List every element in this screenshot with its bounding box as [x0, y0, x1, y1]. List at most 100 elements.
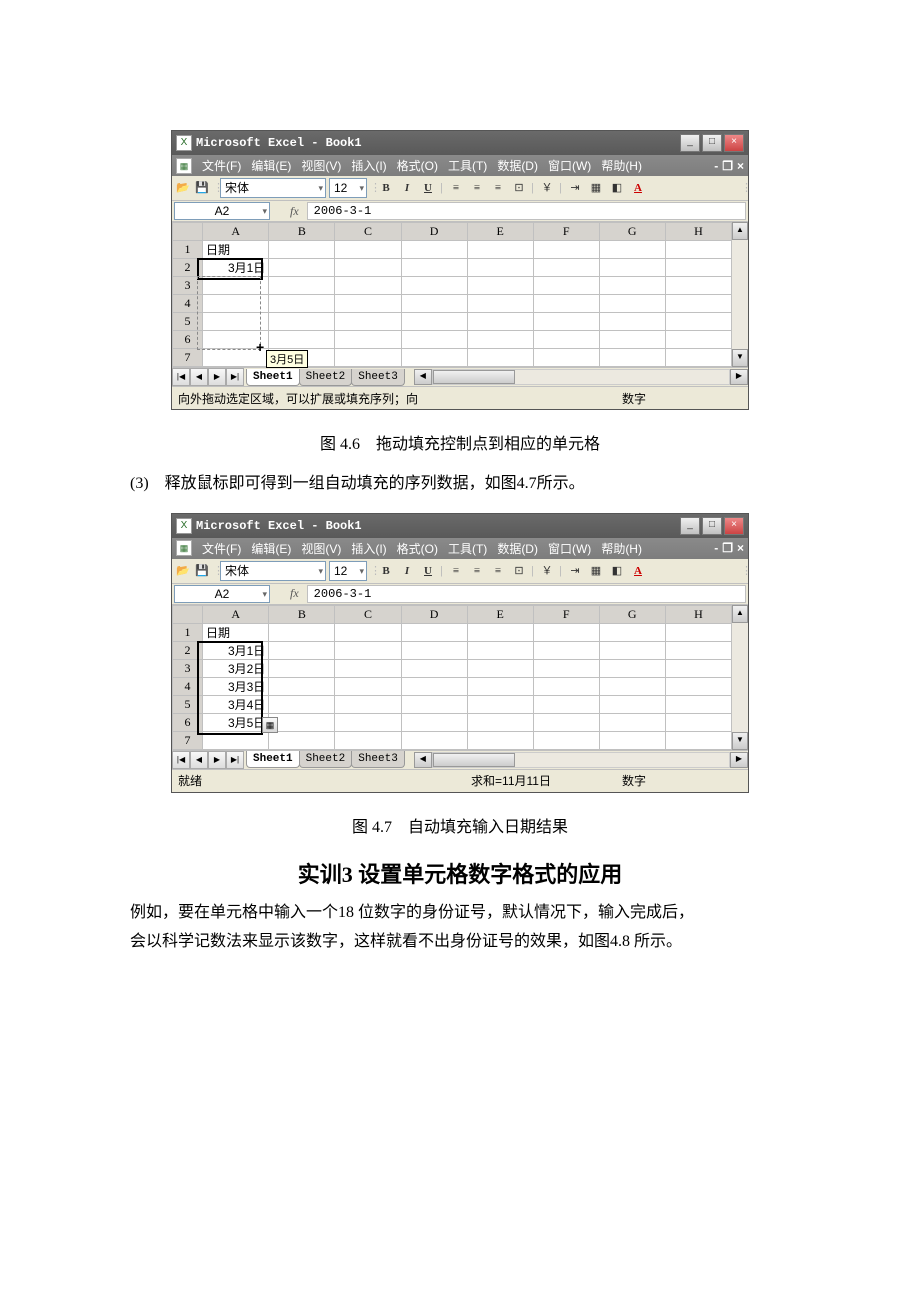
align-center-icon[interactable]: ≡: [468, 562, 486, 580]
minimize-button[interactable]: _: [680, 134, 700, 152]
sheet-tab-1[interactable]: Sheet1: [246, 751, 300, 768]
menu-tools[interactable]: 工具(T): [448, 540, 487, 557]
row-header[interactable]: 6: [173, 713, 203, 731]
save-icon[interactable]: 💾: [194, 562, 210, 580]
name-box[interactable]: A2: [174, 585, 270, 603]
menu-insert[interactable]: 插入(I): [351, 157, 386, 174]
currency-icon[interactable]: ￥: [538, 562, 556, 580]
col-header-A[interactable]: A: [203, 223, 269, 241]
font-color-icon[interactable]: A: [629, 562, 647, 580]
menu-tools[interactable]: 工具(T): [448, 157, 487, 174]
scroll-down-icon[interactable]: ▼: [732, 732, 748, 750]
menu-view[interactable]: 视图(V): [301, 157, 341, 174]
col-header-F[interactable]: F: [533, 223, 599, 241]
merge-center-icon[interactable]: ⊡: [510, 562, 528, 580]
row-header[interactable]: 7: [173, 731, 203, 749]
sheet-tab-2[interactable]: Sheet2: [299, 751, 353, 768]
open-icon[interactable]: 📂: [175, 562, 191, 580]
tab-next-icon[interactable]: ▶: [208, 751, 226, 769]
save-icon[interactable]: 💾: [194, 179, 210, 197]
align-left-icon[interactable]: ≡: [447, 562, 465, 580]
maximize-button[interactable]: □: [702, 517, 722, 535]
scroll-up-icon[interactable]: ▲: [732, 605, 748, 623]
font-name-selector[interactable]: 宋体: [220, 178, 326, 198]
align-right-icon[interactable]: ≡: [489, 562, 507, 580]
row-header[interactable]: 5: [173, 695, 203, 713]
tab-last-icon[interactable]: ▶|: [226, 368, 244, 386]
col-header-G[interactable]: G: [599, 223, 665, 241]
horizontal-scrollbar[interactable]: ◀ ▶: [414, 369, 748, 385]
tab-prev-icon[interactable]: ◀: [190, 368, 208, 386]
row-header[interactable]: 2: [173, 641, 203, 659]
formula-bar[interactable]: 2006-3-1: [307, 202, 746, 220]
tab-next-icon[interactable]: ▶: [208, 368, 226, 386]
col-header-D[interactable]: D: [401, 223, 467, 241]
menu-file[interactable]: 文件(F): [202, 157, 241, 174]
scroll-track[interactable]: [732, 623, 748, 732]
col-header-E[interactable]: E: [467, 605, 533, 623]
open-icon[interactable]: 📂: [175, 179, 191, 197]
bold-button[interactable]: B: [377, 179, 395, 197]
row-header[interactable]: 7: [173, 349, 203, 367]
currency-icon[interactable]: ￥: [538, 179, 556, 197]
col-header-C[interactable]: C: [335, 605, 401, 623]
fill-color-icon[interactable]: ◧: [608, 179, 626, 197]
cell-A4[interactable]: 3月3日: [203, 677, 269, 695]
font-size-selector[interactable]: 12: [329, 561, 367, 581]
hscroll-thumb[interactable]: [433, 753, 515, 767]
name-box[interactable]: A2: [174, 202, 270, 220]
menu-edit[interactable]: 编辑(E): [251, 540, 291, 557]
row-header[interactable]: 3: [173, 659, 203, 677]
scroll-track[interactable]: [732, 240, 748, 349]
toolbar-options-icon[interactable]: ⋮: [741, 562, 745, 580]
cell-A5[interactable]: 3月4日: [203, 695, 269, 713]
fill-color-icon[interactable]: ◧: [608, 562, 626, 580]
menu-data[interactable]: 数据(D): [497, 157, 538, 174]
col-header-B[interactable]: B: [269, 223, 335, 241]
wb-close-icon[interactable]: ×: [737, 541, 744, 555]
scroll-down-icon[interactable]: ▼: [732, 349, 748, 367]
tab-first-icon[interactable]: |◀: [172, 751, 190, 769]
col-header-B[interactable]: B: [269, 605, 335, 623]
cell-A2[interactable]: 3月1日: [203, 641, 269, 659]
font-color-icon[interactable]: A: [629, 179, 647, 197]
hscroll-track[interactable]: [432, 752, 730, 768]
sheet-tab-3[interactable]: Sheet3: [351, 369, 405, 386]
close-button[interactable]: ×: [724, 134, 744, 152]
col-header-H[interactable]: H: [665, 605, 731, 623]
fx-icon[interactable]: fx: [272, 586, 307, 601]
cell-A1[interactable]: 日期: [203, 241, 269, 259]
cell-A2[interactable]: 3月1日: [203, 259, 269, 277]
row-header[interactable]: 4: [173, 677, 203, 695]
scroll-up-icon[interactable]: ▲: [732, 222, 748, 240]
row-header[interactable]: 2: [173, 259, 203, 277]
menu-window[interactable]: 窗口(W): [548, 540, 591, 557]
menu-insert[interactable]: 插入(I): [351, 540, 386, 557]
col-header-D[interactable]: D: [401, 605, 467, 623]
wb-restore-icon[interactable]: ❐: [722, 159, 733, 173]
formula-bar[interactable]: 2006-3-1: [307, 585, 746, 603]
indent-icon[interactable]: ⇥: [566, 562, 584, 580]
row-header[interactable]: 1: [173, 623, 203, 641]
col-header-G[interactable]: G: [599, 605, 665, 623]
col-header-A[interactable]: A: [203, 605, 269, 623]
maximize-button[interactable]: □: [702, 134, 722, 152]
menu-edit[interactable]: 编辑(E): [251, 157, 291, 174]
indent-icon[interactable]: ⇥: [566, 179, 584, 197]
menu-help[interactable]: 帮助(H): [601, 540, 642, 557]
borders-icon[interactable]: ▦: [587, 562, 605, 580]
sheet-tab-3[interactable]: Sheet3: [351, 751, 405, 768]
align-right-icon[interactable]: ≡: [489, 179, 507, 197]
italic-button[interactable]: I: [398, 179, 416, 197]
select-all-corner[interactable]: [173, 605, 203, 623]
underline-button[interactable]: U: [419, 562, 437, 580]
menu-window[interactable]: 窗口(W): [548, 157, 591, 174]
tab-first-icon[interactable]: |◀: [172, 368, 190, 386]
cell-A1[interactable]: 日期: [203, 623, 269, 641]
menu-view[interactable]: 视图(V): [301, 540, 341, 557]
vertical-scrollbar[interactable]: ▲ ▼: [732, 605, 748, 750]
minimize-button[interactable]: _: [680, 517, 700, 535]
grid-table[interactable]: A B C D E F G H 1日期 23月1日 33月2日 43月3日 53…: [172, 605, 732, 750]
wb-minimize-icon[interactable]: -: [714, 541, 718, 555]
row-header[interactable]: 1: [173, 241, 203, 259]
